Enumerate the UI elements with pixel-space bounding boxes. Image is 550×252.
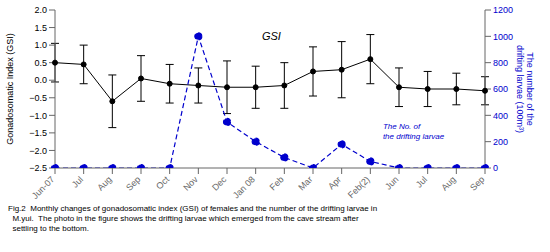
svg-text:−2.0: −2.0 <box>29 146 47 156</box>
svg-text:800: 800 <box>493 58 508 68</box>
svg-text:Jan 08: Jan 08 <box>231 174 257 200</box>
svg-text:600: 600 <box>493 84 508 94</box>
svg-text:Sep: Sep <box>468 174 486 192</box>
svg-text:Feb(2): Feb(2) <box>346 174 372 200</box>
svg-text:Gonadosomatic Index (GSI): Gonadosomatic Index (GSI) <box>8 33 15 145</box>
svg-text:Dec: Dec <box>210 174 229 193</box>
svg-text:−1.0: −1.0 <box>29 111 47 121</box>
svg-text:Jun-07: Jun-07 <box>30 174 57 200</box>
svg-text:1.5: 1.5 <box>34 23 47 33</box>
svg-text:The number of thedrifting larv: The number of thedrifting larvae (100m³) <box>515 45 535 133</box>
svg-text:1200: 1200 <box>493 5 513 15</box>
svg-text:0: 0 <box>493 163 498 173</box>
svg-text:Oct: Oct <box>154 174 171 191</box>
svg-text:400: 400 <box>493 111 508 121</box>
svg-text:Feb: Feb <box>268 174 286 192</box>
svg-text:Nov: Nov <box>181 174 200 193</box>
svg-text:2.0: 2.0 <box>34 5 47 15</box>
svg-text:Mar: Mar <box>296 174 314 192</box>
svg-text:Jun: Jun <box>383 174 400 191</box>
svg-text:0.5: 0.5 <box>34 58 47 68</box>
svg-text:−1.5: −1.5 <box>29 128 47 138</box>
svg-text:Jul: Jul <box>414 174 429 189</box>
html-text:GSI: GSI <box>261 30 281 43</box>
svg-text:1000: 1000 <box>493 32 513 42</box>
svg-text:Aug: Aug <box>95 174 113 192</box>
svg-text:1.0: 1.0 <box>34 40 47 50</box>
svg-text:Sep: Sep <box>124 174 142 192</box>
svg-text:Aug: Aug <box>439 174 457 192</box>
svg-text:0.0: 0.0 <box>34 75 47 85</box>
html-text:Fig.2 Monthly changes of gonad: Fig.2 Monthly changes of gonadosomatic i… <box>8 204 378 233</box>
svg-text:−0.5: −0.5 <box>29 93 47 103</box>
svg-text:Jul: Jul <box>70 174 85 189</box>
svg-text:Apr: Apr <box>326 174 343 191</box>
svg-text:−2.5: −2.5 <box>29 163 47 173</box>
svg-text:200: 200 <box>493 137 508 147</box>
html-text:The No. of the drifting larvae: The No. of the drifting larvae <box>382 122 445 142</box>
